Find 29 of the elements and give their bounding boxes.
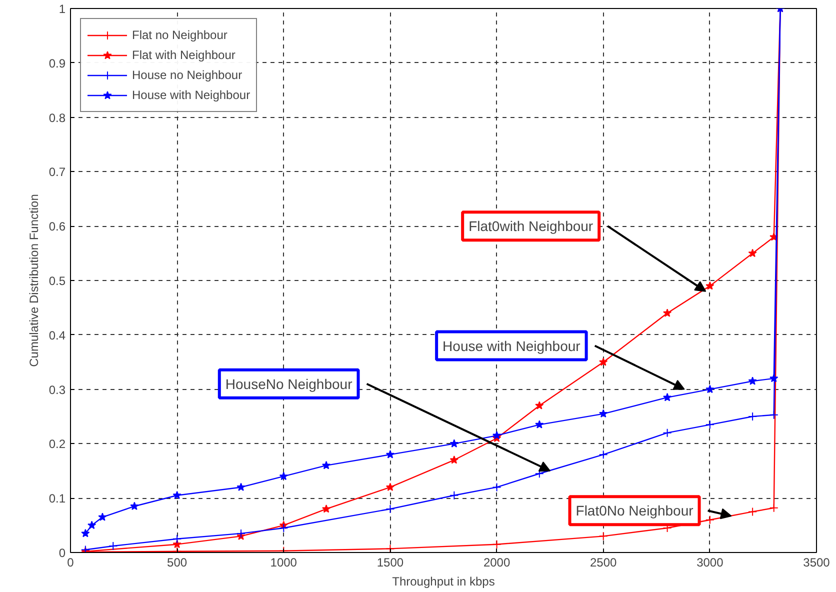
y-axis-title: Cumulative Distribution Function xyxy=(26,194,41,367)
legend-label: House no Neighbour xyxy=(132,68,242,82)
y-tick-label: 0.3 xyxy=(48,382,66,397)
y-tick-label: 0.8 xyxy=(48,110,66,125)
legend-label: Flat with Neighbour xyxy=(132,48,236,62)
legend-label: House with Neighbour xyxy=(132,88,250,102)
y-tick-label: 0.4 xyxy=(48,328,66,342)
annotation: Flat0with Neighbour xyxy=(468,218,594,234)
x-tick-label: 0 xyxy=(67,556,74,570)
y-tick-label: 0.6 xyxy=(48,220,66,234)
annotation: HouseNo Neighbour xyxy=(225,376,353,392)
x-axis-title: Throughput in kbps xyxy=(392,574,495,588)
y-tick-label: 0.1 xyxy=(48,492,66,506)
y-tick-label: 1 xyxy=(58,2,66,16)
x-tick-label: 1000 xyxy=(270,556,298,570)
legend-label: Flat no Neighbour xyxy=(132,28,228,42)
annotation: House with Neighbour xyxy=(442,338,581,354)
y-tick-label: 0.7 xyxy=(48,165,66,180)
x-tick-label: 2500 xyxy=(590,556,618,570)
annotation: Flat0No Neighbour xyxy=(576,502,694,519)
x-tick-label: 3000 xyxy=(696,556,724,570)
x-tick-label: 2000 xyxy=(483,556,510,570)
y-tick-label: 0.9 xyxy=(48,56,66,70)
y-tick-label: 0 xyxy=(58,546,66,560)
x-tick-label: 500 xyxy=(167,556,188,570)
x-tick-label: 1500 xyxy=(376,556,404,570)
y-tick-label: 0.5 xyxy=(48,274,66,288)
y-tick-label: 0.2 xyxy=(48,437,66,452)
x-tick-label: 3500 xyxy=(803,556,830,570)
